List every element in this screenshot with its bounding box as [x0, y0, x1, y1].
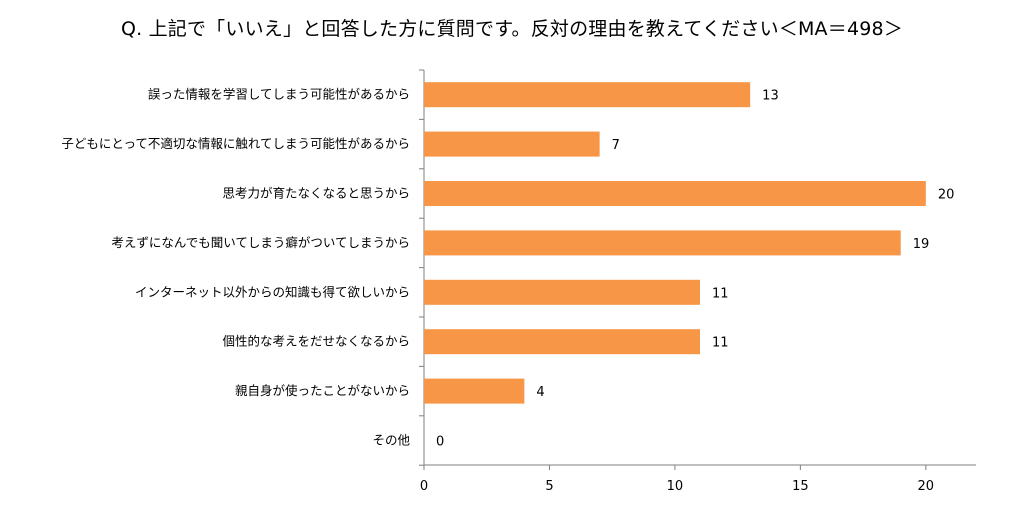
x-tick-label: 15: [792, 479, 809, 494]
data-label: 13: [762, 89, 779, 104]
category-label: インターネット以外からの知識も得て欲しいから: [135, 284, 410, 299]
bar: [424, 181, 926, 206]
bar: [424, 279, 700, 305]
category-label: 考えずになんでも聞いてしまう癖がついてしまうから: [111, 235, 410, 250]
x-tick-label: 5: [545, 479, 553, 494]
chart-title: Q. 上記で「いいえ」と回答した方に質問です。反対の理由を教えてください＜MA＝…: [120, 18, 904, 40]
data-label: 11: [712, 286, 729, 301]
data-label: 19: [913, 237, 930, 252]
bar: [424, 131, 600, 157]
data-label: 0: [436, 435, 444, 450]
data-label: 7: [612, 138, 620, 153]
x-tick-label: 0: [420, 479, 428, 494]
category-label: 親自身が使ったことがないから: [235, 383, 410, 398]
data-label: 11: [712, 336, 729, 351]
data-label: 20: [938, 188, 955, 203]
x-tick-label: 10: [667, 479, 684, 494]
bar: [424, 230, 901, 256]
bar: [424, 378, 525, 404]
category-label: 子どもにとって不適切な情報に触れてしまう可能性があるから: [61, 136, 410, 151]
category-label: その他: [372, 433, 410, 448]
bar: [424, 82, 751, 108]
category-label: 誤った情報を学習してしまう可能性があるから: [148, 87, 410, 102]
category-label: 思考力が育たなくなると思うから: [222, 186, 410, 201]
data-label: 4: [536, 385, 544, 400]
bar: [424, 329, 700, 355]
category-label: 個性的な考えをだせなくなるから: [222, 334, 410, 349]
x-tick-label: 20: [918, 479, 935, 494]
